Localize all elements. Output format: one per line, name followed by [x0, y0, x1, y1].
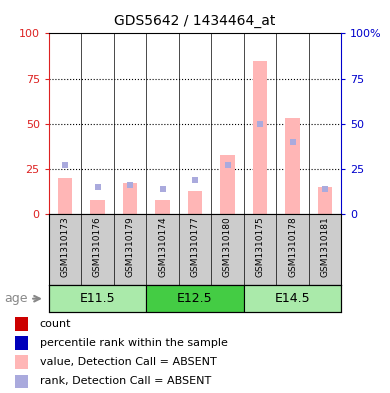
Text: GDS5642 / 1434464_at: GDS5642 / 1434464_at — [114, 14, 276, 28]
Bar — [15, 336, 28, 350]
Text: GSM1310181: GSM1310181 — [321, 216, 330, 277]
Point — [127, 182, 133, 188]
Point — [94, 184, 101, 190]
Text: GSM1310175: GSM1310175 — [255, 216, 264, 277]
Bar — [123, 184, 137, 214]
Point — [289, 139, 296, 145]
Bar — [90, 200, 105, 214]
Text: GSM1310178: GSM1310178 — [288, 216, 297, 277]
Point — [224, 162, 230, 169]
Point — [322, 186, 328, 192]
Text: E14.5: E14.5 — [275, 292, 310, 305]
Point — [257, 121, 263, 127]
Bar — [49, 285, 146, 312]
Bar — [15, 355, 28, 369]
Bar — [155, 200, 170, 214]
Point — [62, 162, 68, 169]
Bar — [285, 118, 300, 214]
Text: GSM1310173: GSM1310173 — [60, 216, 69, 277]
Text: GSM1310179: GSM1310179 — [126, 216, 135, 277]
Text: GSM1310174: GSM1310174 — [158, 216, 167, 277]
Bar — [188, 191, 202, 214]
Bar — [253, 61, 267, 214]
Bar — [318, 187, 332, 214]
Text: GSM1310176: GSM1310176 — [93, 216, 102, 277]
Bar — [220, 154, 235, 214]
Point — [160, 186, 166, 192]
Text: GSM1310177: GSM1310177 — [190, 216, 200, 277]
Text: count: count — [40, 319, 71, 329]
Bar — [244, 285, 341, 312]
Point — [192, 177, 198, 183]
Text: value, Detection Call = ABSENT: value, Detection Call = ABSENT — [40, 357, 216, 367]
Text: age: age — [4, 292, 27, 305]
Text: E12.5: E12.5 — [177, 292, 213, 305]
Text: E11.5: E11.5 — [80, 292, 115, 305]
Bar — [146, 285, 244, 312]
Bar — [58, 178, 72, 214]
Text: rank, Detection Call = ABSENT: rank, Detection Call = ABSENT — [40, 376, 211, 386]
Bar — [15, 317, 28, 331]
Text: percentile rank within the sample: percentile rank within the sample — [40, 338, 227, 348]
Text: GSM1310180: GSM1310180 — [223, 216, 232, 277]
Bar — [15, 375, 28, 388]
